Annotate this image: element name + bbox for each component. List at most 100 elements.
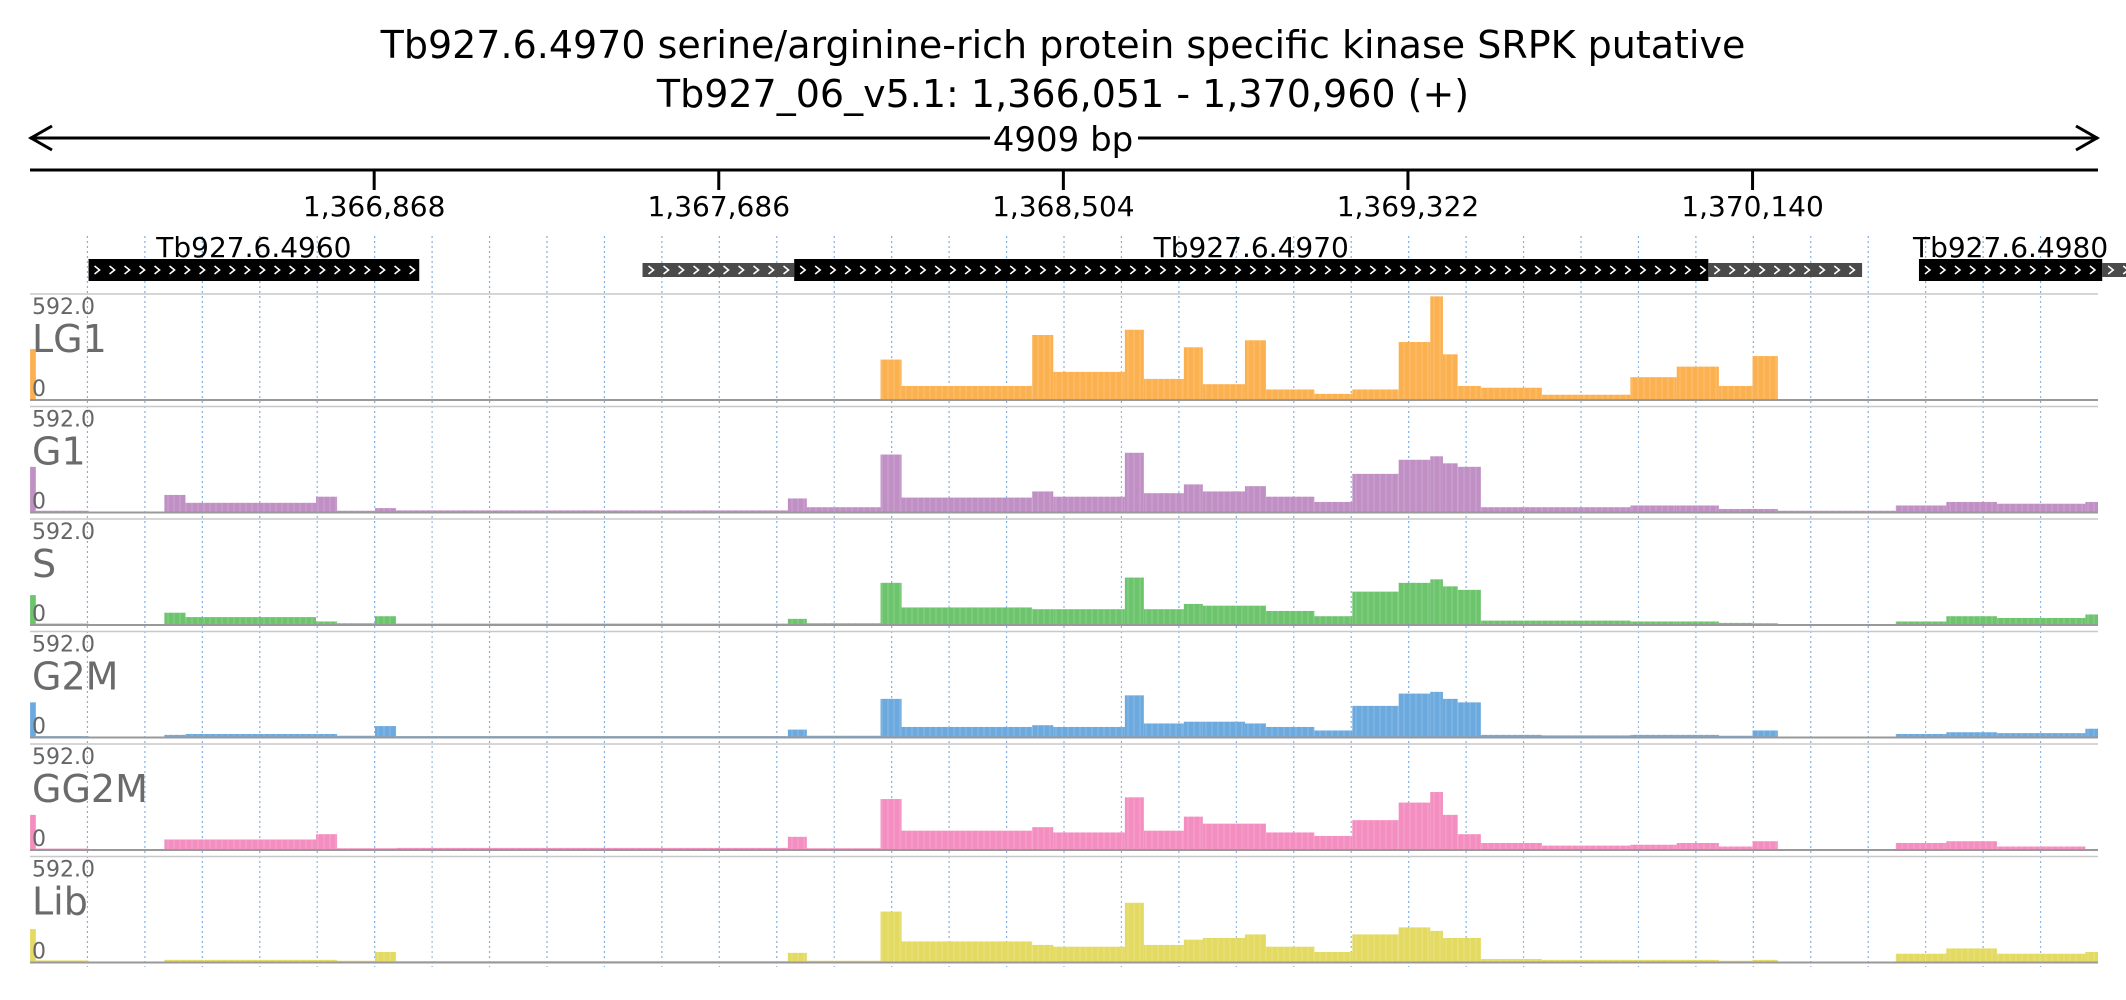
coverage-bar (30, 349, 36, 400)
coverage-bar (1457, 834, 1481, 850)
coverage-bar (1996, 846, 2086, 850)
strand-arrow (139, 265, 146, 275)
strand-arrow (1354, 265, 1362, 275)
coverage-bar (1630, 844, 1677, 850)
coverage-bar (1053, 946, 1125, 963)
coverage-bar (1442, 354, 1458, 400)
strand-arrow (1818, 265, 1826, 275)
coverage-bar (901, 607, 1033, 625)
coverage-bar (880, 799, 902, 850)
strand-arrow (1384, 265, 1392, 275)
coverage-bar (1430, 456, 1443, 513)
strand-arrow (1654, 265, 1662, 275)
strand-arrow (184, 265, 191, 275)
coverage-bar (1124, 452, 1144, 513)
coverage-bar (1032, 609, 1054, 625)
strand-arrow (1489, 265, 1497, 275)
coverage-bar (2085, 728, 2098, 738)
coverage-bar (1202, 491, 1245, 513)
coverage-bar (1244, 605, 1266, 625)
coverage-bar (30, 702, 36, 738)
coverage-bar (901, 726, 1033, 738)
coverage-bar (1265, 946, 1315, 963)
gene-cds (88, 259, 420, 281)
coverage-bar (1314, 951, 1353, 963)
coverage-tracks: 592.0LG10592.0G10592.0S0592.0G2M0592.0GG… (29, 293, 2098, 965)
coverage-bar (1265, 389, 1315, 400)
coverage-bar (1442, 586, 1458, 625)
coverage-bar (1398, 459, 1431, 513)
coverage-bar (1442, 698, 1458, 738)
strand-arrow (1579, 265, 1587, 275)
coverage-bar (1032, 725, 1054, 738)
coverage-bar (164, 959, 186, 963)
coverage-bar (880, 698, 902, 738)
strand-arrow (1144, 265, 1152, 275)
coverage-bar (1202, 605, 1245, 625)
track-name: S (32, 542, 56, 586)
strand-arrow (783, 265, 790, 275)
strand-arrow (1924, 265, 1932, 275)
coverage-bar (185, 617, 317, 625)
coverage-bar (1143, 944, 1184, 963)
coverage-bar (1124, 797, 1144, 850)
coverage-bar (1480, 842, 1542, 850)
coverage-bar (1124, 577, 1144, 625)
strand-arrow (94, 265, 101, 275)
coverage-bar (1398, 693, 1431, 738)
coverage-bar (1143, 723, 1184, 738)
strand-arrow (829, 265, 837, 275)
coverage-bar (880, 911, 902, 963)
strand-arrow (2122, 265, 2126, 275)
strand-arrow (1429, 265, 1437, 275)
strand-arrow (1848, 265, 1856, 275)
strand-arrow (1999, 265, 2007, 275)
coverage-bar (164, 612, 186, 625)
coverage-bar (901, 385, 1033, 400)
strand-arrow (693, 265, 700, 275)
strand-arrow (1414, 265, 1422, 275)
coverage-bar (30, 814, 36, 850)
coverage-bar (1895, 621, 1947, 625)
strand-arrow (994, 265, 1002, 275)
strand-arrow (1969, 265, 1977, 275)
gene-label: Tb927.6.4970 (1153, 231, 1349, 264)
strand-arrow (349, 265, 356, 275)
strand-arrow (229, 265, 236, 275)
strand-arrow (1399, 265, 1407, 275)
coverage-bar (1430, 296, 1443, 400)
coverage-bar (1352, 473, 1399, 513)
strand-arrow (394, 265, 401, 275)
coverage-bar (1457, 937, 1481, 963)
coverage-bar (787, 729, 807, 738)
coverage-bar (1124, 695, 1144, 738)
strand-arrow (1609, 265, 1617, 275)
coverage-bar (164, 839, 186, 850)
strand-arrow (1684, 265, 1692, 275)
coverage-bar (1124, 902, 1144, 963)
track-name: G1 (32, 430, 86, 474)
coverage-bar (1996, 503, 2086, 513)
strand-arrow (109, 265, 116, 275)
strand-arrow (768, 265, 775, 275)
x-axis-ticks: 1,366,868 1,367,686 1,368,504 1,369,322 1,37… (303, 170, 1824, 223)
coverage-bar (1202, 823, 1245, 850)
coverage-bar (1676, 842, 1719, 850)
coverage-bar (1398, 582, 1431, 625)
coverage-bar (316, 733, 338, 738)
track-min-label: 0 (32, 602, 46, 627)
strand-arrow (1534, 265, 1542, 275)
strand-arrow (1549, 265, 1557, 275)
coverage-bar (787, 498, 807, 513)
coverage-bar (1541, 959, 1631, 963)
coverage-bar (1053, 609, 1125, 625)
strand-arrow (1129, 265, 1137, 275)
coverage-bar (1480, 387, 1542, 400)
coverage-bar (316, 959, 338, 963)
coverage-bar (1244, 340, 1266, 400)
strand-arrow (1084, 265, 1092, 275)
coverage-bar (1895, 842, 1947, 850)
coverage-bar (2085, 951, 2098, 963)
